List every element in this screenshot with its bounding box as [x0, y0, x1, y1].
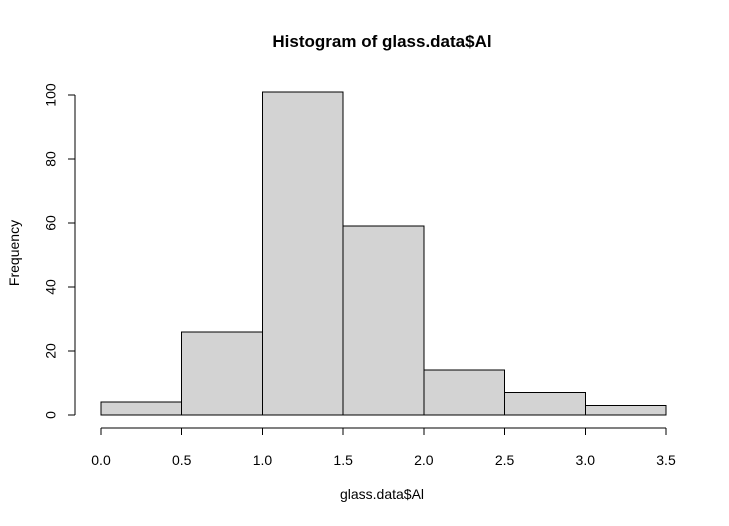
y-axis-title: Frequency: [6, 220, 22, 286]
x-axis-title: glass.data$Al: [340, 486, 424, 502]
histogram-bar-3: [261, 91, 344, 416]
y-tick-label-1: 20: [43, 343, 59, 359]
x-tick-label-3: 1.5: [333, 452, 353, 468]
x-tick-label-2: 1.0: [253, 452, 273, 468]
histogram-bar-2: [181, 331, 263, 416]
histogram-bar-1: [100, 401, 183, 416]
histogram-bar-6: [504, 392, 586, 416]
x-tick-label-7: 3.5: [656, 452, 676, 468]
histogram-bar-5: [423, 369, 506, 416]
y-tick-label-0: 0: [43, 411, 59, 419]
y-tick-label-3: 60: [43, 215, 59, 231]
y-axis: 0 20 40 60 80 100: [43, 83, 76, 419]
y-tick-label-5: 100: [43, 83, 59, 107]
x-tick-label-1: 0.5: [172, 452, 192, 468]
histogram-bar-4: [342, 225, 425, 416]
histogram-bar-7: [584, 404, 667, 416]
x-tick-label-0: 0.0: [91, 452, 111, 468]
x-tick-label-6: 3.0: [576, 452, 596, 468]
x-tick-label-5: 2.5: [495, 452, 515, 468]
chart-title: Histogram of glass.data$Al: [272, 32, 491, 51]
y-tick-label-2: 40: [43, 279, 59, 295]
x-axis: 0.0 0.5 1.0 1.5 2.0 2.5 3.0 3.5: [91, 427, 676, 468]
x-tick-label-4: 2.0: [414, 452, 434, 468]
bars-layer: [100, 91, 667, 416]
y-tick-label-4: 80: [43, 151, 59, 167]
